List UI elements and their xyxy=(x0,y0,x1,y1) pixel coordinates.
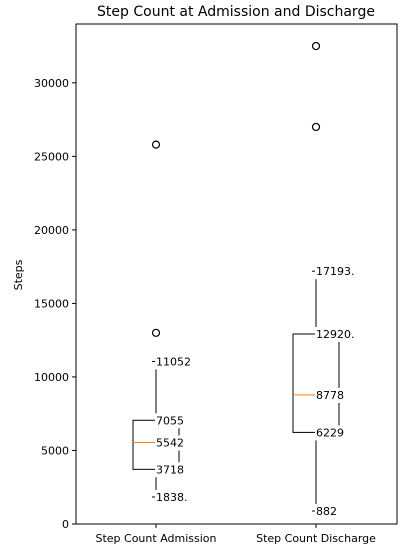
outlier-point xyxy=(151,328,161,337)
y-tick-label: 15000 xyxy=(34,297,69,310)
value-label: 12920. xyxy=(316,328,355,341)
value-label-bg xyxy=(155,413,185,429)
y-axis-label: Steps xyxy=(12,259,25,290)
value-label-bg xyxy=(315,387,345,403)
value-label-bg xyxy=(315,425,345,441)
value-label: 7055 xyxy=(156,414,184,427)
value-label: 6229 xyxy=(316,426,344,439)
x-tick-label: Step Count Admission xyxy=(95,532,216,545)
x-tick-label: Step Count Discharge xyxy=(256,532,376,545)
y-tick-label: 5000 xyxy=(41,444,69,457)
value-label: 5542 xyxy=(156,437,184,450)
outlier-point xyxy=(151,140,161,149)
chart-title: Step Count at Admission and Discharge xyxy=(97,4,375,20)
value-label: 8778 xyxy=(316,389,344,402)
value-label-bg xyxy=(315,327,356,342)
value-label-bg xyxy=(155,435,185,451)
outlier-point xyxy=(311,122,321,132)
value-label-bg xyxy=(155,354,192,370)
y-tick-label: 0 xyxy=(62,518,69,531)
plot-frame xyxy=(75,23,398,525)
y-tick-label: 25000 xyxy=(34,150,69,163)
value-label-bg xyxy=(315,264,356,280)
value-label: 1838. xyxy=(156,491,188,504)
box xyxy=(292,333,340,433)
y-tick-label: 20000 xyxy=(34,224,69,237)
value-label-bg xyxy=(315,504,338,520)
value-label: 11052 xyxy=(156,355,191,368)
value-label-bg xyxy=(155,489,189,505)
y-tick-label: 10000 xyxy=(34,371,69,384)
outlier-point xyxy=(311,41,321,51)
plot-marks: 0 5000 10000 15000 20000 25000 30000 Step Count… xyxy=(34,41,376,545)
value-label: 17193. xyxy=(316,265,355,278)
value-label: 882 xyxy=(316,505,337,518)
value-label-bg xyxy=(155,462,185,478)
y-tick-label: 30000 xyxy=(34,77,69,90)
value-label: 3718 xyxy=(156,463,184,476)
